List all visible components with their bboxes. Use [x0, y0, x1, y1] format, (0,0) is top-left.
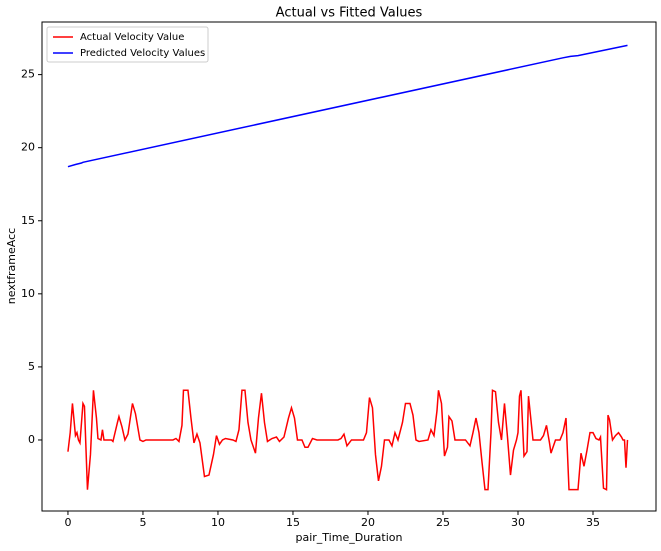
legend-label: Actual Velocity Value [80, 32, 184, 43]
y-tick-label: 15 [21, 214, 35, 227]
y-tick-label: 25 [21, 68, 35, 81]
y-axis-label: nextframeAcc [5, 228, 18, 304]
legend-box [46, 26, 209, 63]
x-tick-label: 5 [139, 516, 146, 529]
y-tick-label: 0 [28, 433, 35, 446]
x-axis-label: pair_Time_Duration [296, 531, 403, 544]
chart-title: Actual vs Fitted Values [276, 6, 423, 21]
plot-frame [41, 21, 657, 512]
y-tick-label: 5 [28, 360, 35, 373]
x-tick-label: 0 [64, 516, 71, 529]
x-tick-label: 30 [511, 516, 525, 529]
x-tick-label: 20 [361, 516, 375, 529]
legend-label: Predicted Velocity Values [80, 48, 205, 59]
x-tick-label: 25 [436, 516, 450, 529]
x-tick-label: 35 [586, 516, 600, 529]
data-line [67, 44, 628, 168]
y-tick-label: 20 [21, 141, 35, 154]
x-tick-label: 15 [286, 516, 300, 529]
y-tick-label: 10 [21, 287, 35, 300]
data-line [67, 389, 629, 491]
x-tick-label: 10 [211, 516, 225, 529]
